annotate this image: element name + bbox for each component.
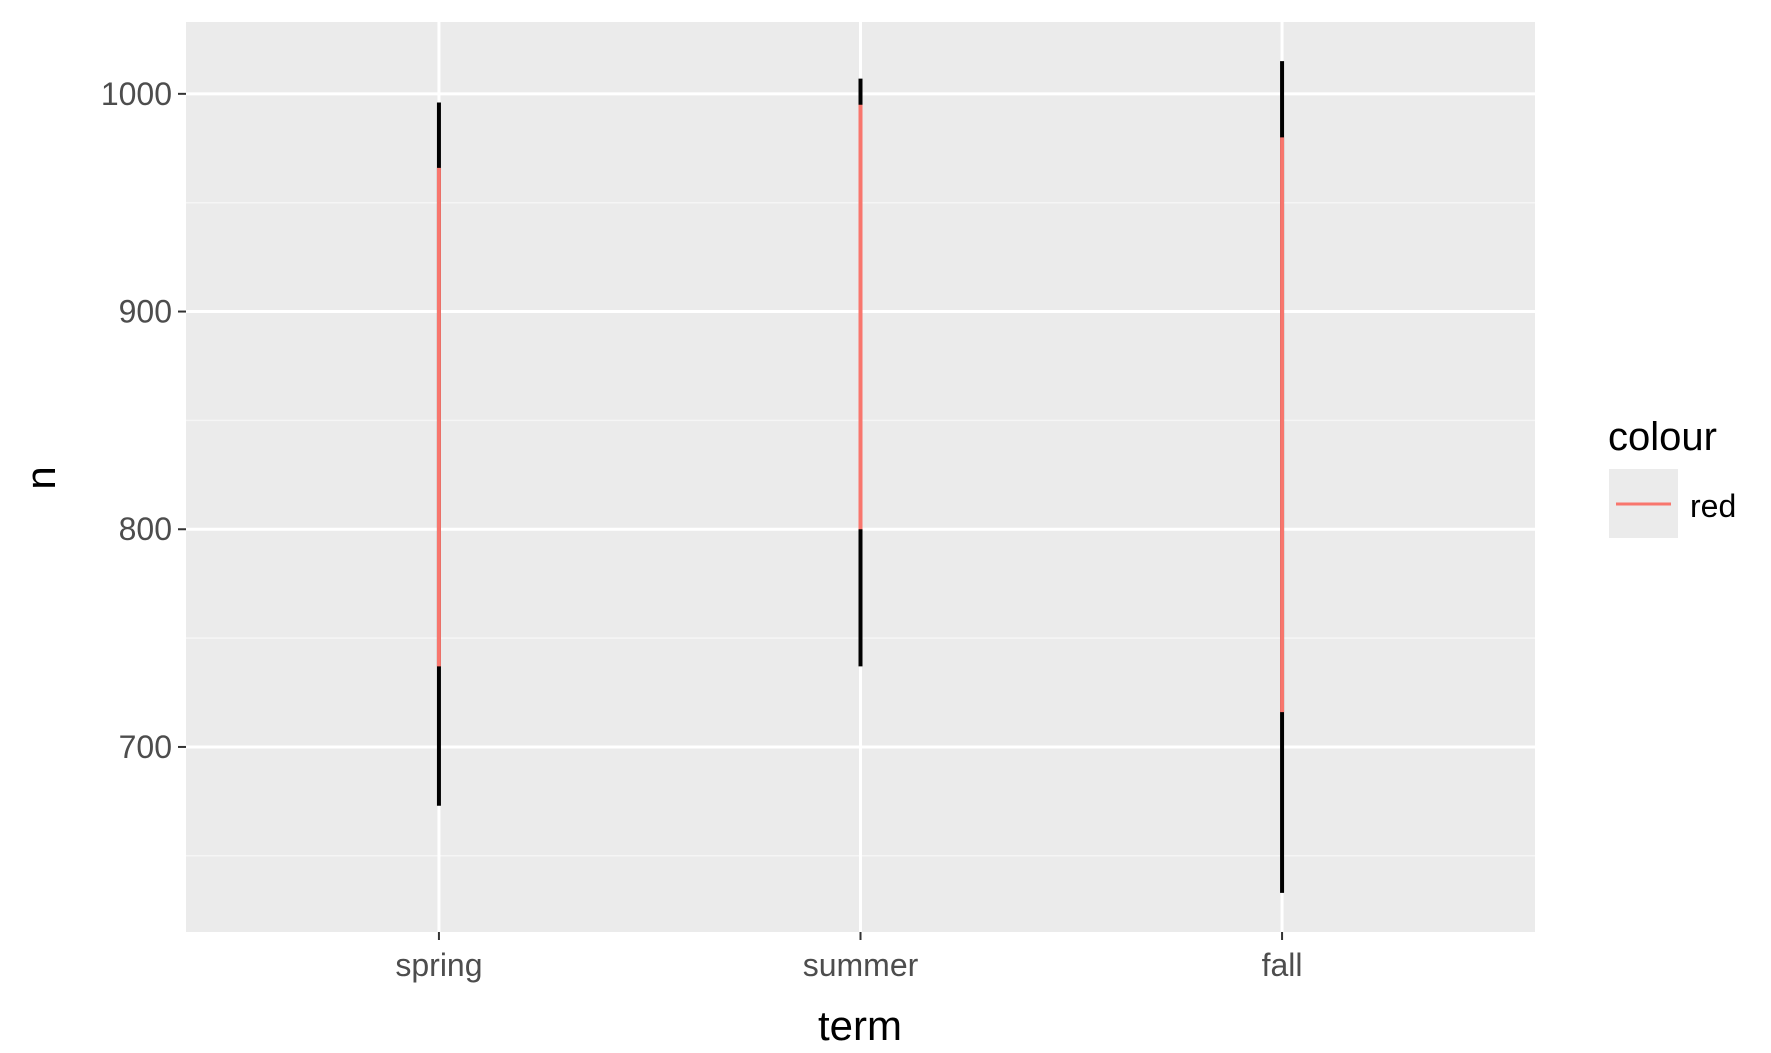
y-tick-label-900: 900 xyxy=(119,294,172,330)
y-tick-label-800: 800 xyxy=(119,511,172,547)
y-tick-label-1000: 1000 xyxy=(101,76,172,112)
legend-title: colour xyxy=(1608,415,1717,459)
x-tick-label-summer: summer xyxy=(803,947,919,983)
x-tick-label-spring: spring xyxy=(395,947,482,983)
y-axis: 700 800 900 1000 xyxy=(101,76,186,765)
x-axis: spring summer fall xyxy=(395,932,1303,983)
x-tick-label-fall: fall xyxy=(1262,947,1303,983)
y-tick-label-700: 700 xyxy=(119,729,172,765)
legend-label-red: red xyxy=(1690,488,1736,524)
x-axis-title: term xyxy=(818,1002,902,1049)
legend: colour red xyxy=(1608,415,1736,538)
range-marks xyxy=(436,61,1285,893)
y-axis-title: n xyxy=(17,466,64,489)
